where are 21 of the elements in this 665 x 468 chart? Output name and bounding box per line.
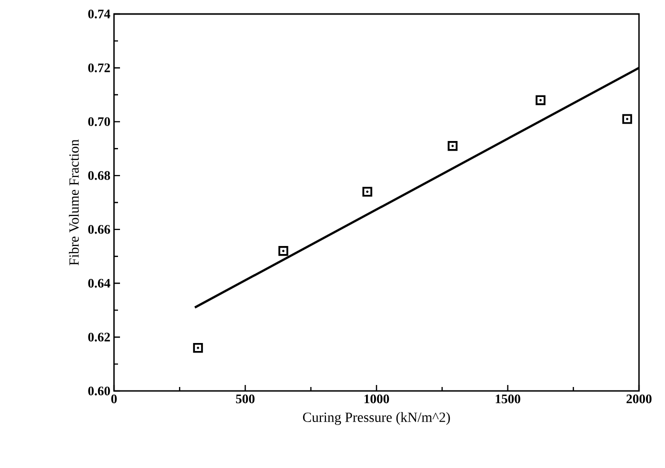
point [278,246,288,256]
x-tick-label: 1000 [364,394,390,404]
x-tick-label: 500 [236,394,255,404]
y-tick-label: 0.70 [88,117,110,126]
point [536,95,546,106]
y-tick-label: 0.74 [88,10,110,18]
y-tick-label: 0.64 [88,278,110,288]
y-tick-label: 0.68 [88,171,110,180]
x-tick-label: 1500 [496,394,520,404]
x-axis-title: Curing Pressure (kN/m^2) [303,412,450,425]
y-axis-title: Fibre Volume Fraction [68,139,79,266]
y-tick-label: 0.72 [88,63,110,72]
y-tick-label: 0.66 [88,225,110,234]
y-tick-label: 0.62 [88,332,110,342]
y-tick-label: 0.60 [88,386,110,396]
x-tick-label: 0 [111,394,117,404]
x-tick-label: 2000 [626,394,652,404]
point [362,186,372,197]
point [448,141,458,151]
point [193,343,203,353]
point [622,114,632,124]
